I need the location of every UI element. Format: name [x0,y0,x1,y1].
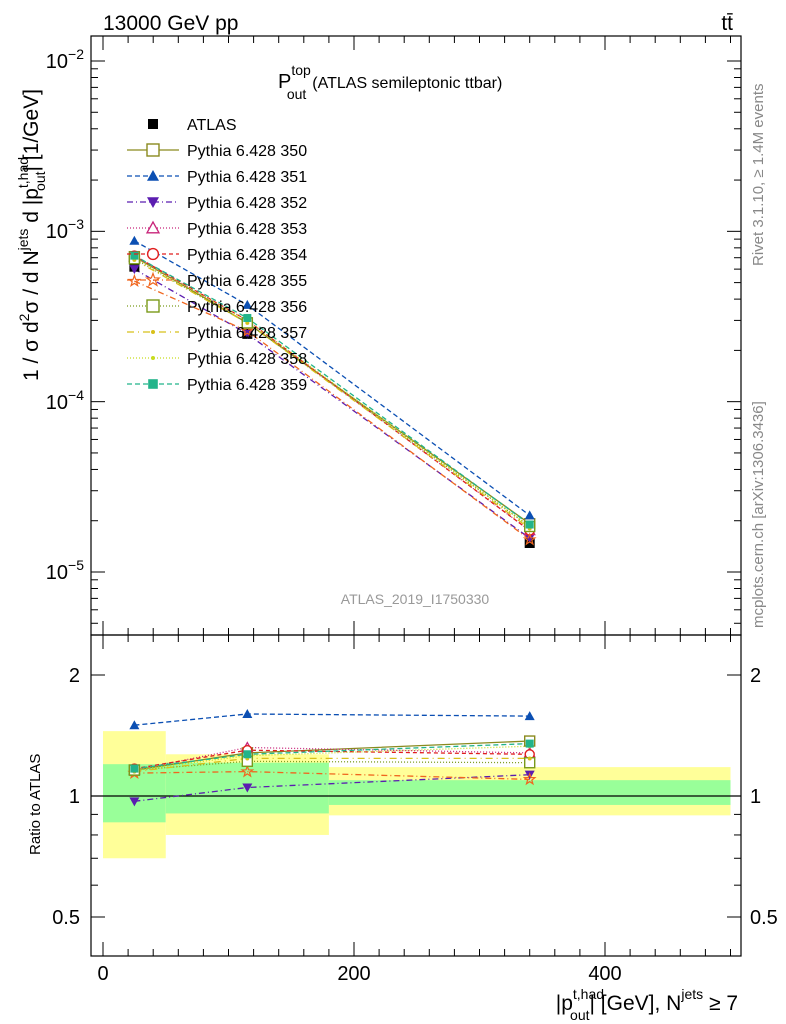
mcplots-label: mcplots.cern.ch [arXiv:1306.3436] [750,401,767,628]
legend-label: Pythia 6.428 353 [187,221,307,238]
legend-label: Pythia 6.428 352 [187,195,307,212]
legend-label: Pythia 6.428 355 [187,273,307,290]
plot-title: Ptop out(ATLAS semileptonic ttbar) [278,62,502,102]
ratio-series-marker [129,720,140,730]
ratio-series-line [134,770,530,781]
ratio-band-green [328,780,731,805]
series-marker [524,510,535,520]
legend-label: Pythia 6.428 359 [187,377,307,394]
ratio-series-marker [130,764,139,773]
energy-label: 13000 GeV pp [103,12,238,35]
ratio-ytick-label-2-left: 2 [69,665,80,687]
legend-label: Pythia 6.428 354 [187,247,307,264]
ytick-label-1e-4: 10−4 [46,387,84,414]
series-marker [522,532,537,546]
main-y-axis-label: 1 / σ d2σ / d Njets d |pt,hadout| [1/GeV… [15,89,48,381]
legend-marker [151,356,155,360]
ratio-series-marker [240,764,255,778]
series-marker [129,265,140,275]
ratio-series-line [134,713,530,726]
legend-marker [148,379,158,389]
ratio-series-marker [524,711,535,721]
ytick-label-1e-3: 10−3 [46,216,84,243]
legend-marker [146,299,160,313]
legend-marker [145,271,161,287]
rivet-label: Rivet 3.1.10, ≥ 1.4M events [750,84,767,267]
ratio-ytick-label-1-right: 1 [750,786,761,808]
ratio-series-marker [242,783,253,793]
legend-marker-atlas [148,119,158,129]
series-marker [130,251,139,260]
legend-marker [147,170,159,181]
xtick-label-400: 400 [588,963,621,985]
series-line [134,280,531,541]
series-marker [129,235,140,245]
ratio-y-tick-labels: 2 1 0.5 2 1 0.5 [52,665,778,929]
legend: ATLAS Pythia 6.428 350 Pythia 6.428 351 Pyt… [127,117,307,394]
ytick-label-1e-5: 10−5 [46,557,84,584]
legend-label: Pythia 6.428 357 [187,325,307,342]
ratio-ytick-label-05-left: 0.5 [52,907,80,929]
ratio-series-marker [129,797,140,807]
series-marker [242,299,253,309]
ratio-series-marker [525,739,534,748]
series-line [134,255,531,532]
ratio-series-marker [242,708,253,718]
series-marker [524,534,535,544]
process-label: tt̄ [721,12,733,35]
ytick-label-1e-2: 10−2 [46,46,84,73]
legend-label-atlas: ATLAS [187,117,237,134]
legend-marker [147,197,159,208]
x-axis-label: |pt,had out| [GeV], Njets ≥ 7 [556,986,738,1023]
xtick-label-0: 0 [97,963,108,985]
ratio-ytick-label-1-left: 1 [69,786,80,808]
legend-label: Pythia 6.428 350 [187,143,307,160]
legend-label: Pythia 6.428 358 [187,351,307,368]
main-series-markers [127,235,537,546]
series-marker [243,313,252,322]
legend-marker [145,220,161,234]
legend-marker [146,247,160,261]
legend-marker [151,330,155,334]
ratio-uncertainty-bands [103,731,731,859]
x-ticks [102,36,731,956]
ratio-y-axis-label: Ratio to ATLAS [27,754,44,855]
ratio-series-marker [522,772,537,786]
ratio-ytick-label-2-right: 2 [750,665,761,687]
ratio-ytick-label-05-right: 0.5 [750,907,778,929]
ratio-series-marker [243,750,252,759]
xtick-label-200: 200 [337,963,370,985]
ratio-series-line [134,746,530,771]
series-marker [240,323,255,337]
analysis-watermark: ATLAS_2019_I1750330 [341,591,490,607]
ratio-series-markers [127,708,537,807]
main-y-ticks [91,60,741,624]
legend-marker [146,143,160,157]
main-y-tick-labels: 10−2 10−3 10−4 10−5 [46,46,84,584]
legend-label: Pythia 6.428 351 [187,169,307,186]
series-marker [525,520,534,529]
legend-label: Pythia 6.428 356 [187,299,307,316]
ratio-y-ticks [91,674,741,918]
ratio-series-marker [527,756,532,761]
x-tick-labels: 0 200 400 [97,963,621,985]
